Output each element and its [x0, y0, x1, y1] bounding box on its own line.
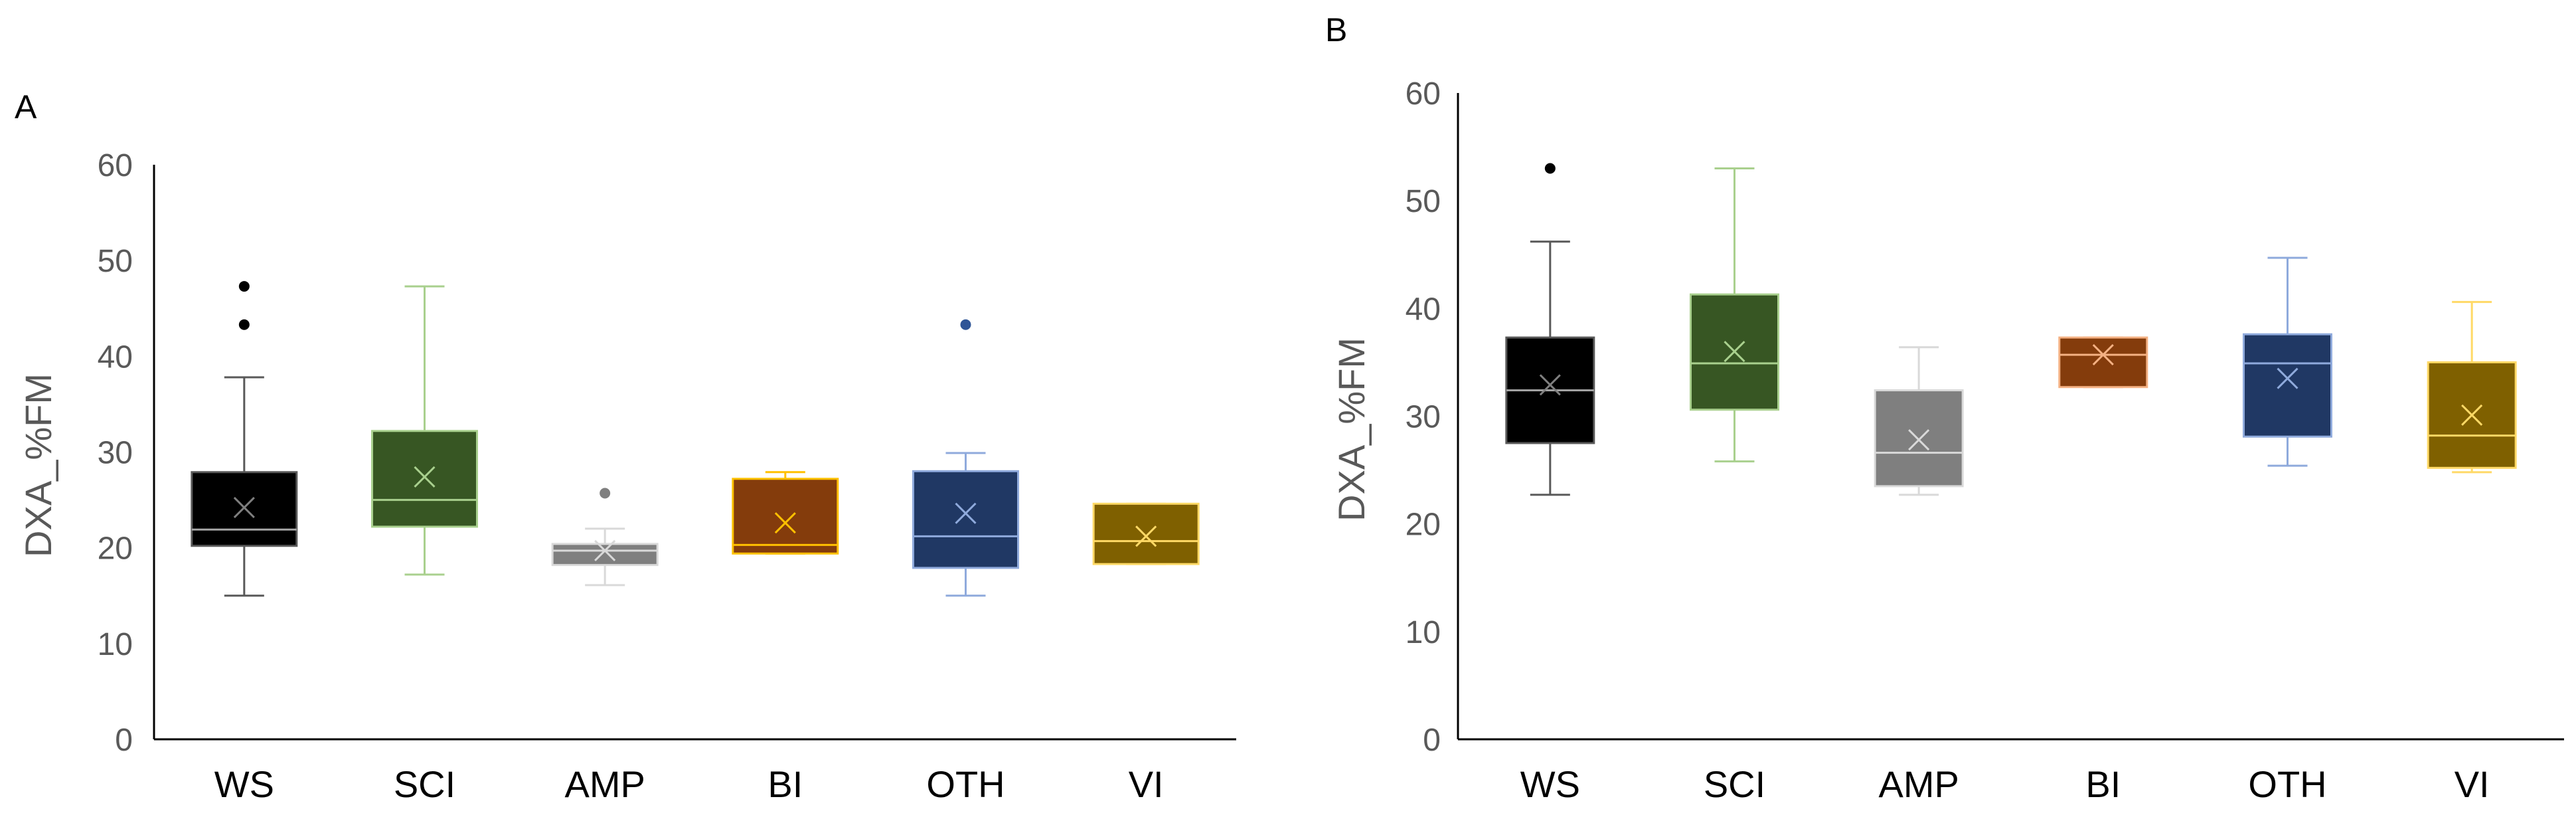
box-ws	[1505, 163, 1595, 496]
box-amp	[551, 488, 659, 587]
y-tick-label: 20	[98, 531, 133, 567]
x-tick-label: BI	[2085, 763, 2121, 805]
mean-marker	[2092, 344, 2114, 366]
box-iqr	[551, 543, 659, 567]
mean-marker	[1539, 374, 1561, 396]
y-tick-label: 50	[1406, 184, 1441, 219]
x-tick-label: VI	[1129, 763, 1164, 805]
x-tick-label: BI	[767, 763, 803, 805]
y-tick-label: 30	[1406, 400, 1441, 435]
box-oth	[912, 319, 1019, 597]
y-tick-label: 40	[98, 339, 133, 375]
x-tick-label: SCI	[394, 763, 455, 805]
y-tick-label: 20	[1406, 507, 1441, 543]
mean-marker	[414, 466, 436, 488]
y-tick-label: 60	[98, 148, 133, 183]
x-tick-label: VI	[2455, 763, 2490, 805]
box-iqr	[1874, 389, 1964, 488]
x-tick-label: AMP	[1878, 763, 1959, 805]
y-axis-title: DXA_%FM	[17, 373, 59, 557]
box-iqr	[732, 478, 839, 555]
y-tick-label: 30	[98, 436, 133, 471]
y-tick-label: 40	[1406, 292, 1441, 327]
chart-panel-a: A 0 10 20 30 40 50 60 DXA_%FM WS SCI AMP BI OTH VI	[15, 88, 1236, 805]
box-bi	[2058, 336, 2148, 389]
outlier-point	[1544, 163, 1556, 174]
panel-label: B	[1325, 11, 1347, 48]
mean-marker	[233, 497, 255, 519]
y-tick-label: 0	[1423, 723, 1441, 758]
y-tick-label: 10	[1406, 615, 1441, 650]
x-tick-label: OTH	[2248, 763, 2326, 805]
y-tick-label: 0	[115, 723, 133, 758]
box-amp	[1874, 346, 1964, 496]
box-iqr	[2243, 333, 2332, 438]
outlier-point	[238, 281, 250, 292]
mean-marker	[1908, 429, 1930, 451]
outlier-point	[238, 319, 250, 330]
box-vi	[2427, 301, 2517, 474]
mean-marker	[774, 512, 796, 534]
y-tick-label: 10	[98, 627, 133, 662]
mean-marker	[1135, 525, 1157, 547]
box-oth	[2243, 256, 2332, 467]
box-vi	[1092, 502, 1200, 565]
x-tick-label: WS	[214, 763, 274, 805]
box-iqr	[912, 470, 1019, 569]
x-tick-label: WS	[1520, 763, 1580, 805]
y-tick-label: 60	[1406, 76, 1441, 112]
box-sci	[371, 285, 478, 576]
chart-panel-b: B 0 10 20 30 40 50 60 DXA_%FM WS SCI AMP BI OTH VI	[1325, 11, 2564, 805]
mean-marker	[955, 502, 977, 524]
mean-marker	[594, 539, 616, 562]
mean-marker	[2461, 404, 2483, 426]
box-ws	[191, 281, 298, 597]
y-tick-label: 50	[98, 244, 133, 279]
outlier-point	[600, 488, 611, 499]
mean-marker	[1724, 341, 1745, 363]
panel-label: A	[15, 88, 37, 126]
x-tick-label: OTH	[926, 763, 1005, 805]
box-iqr	[2058, 336, 2148, 389]
box-sci	[1690, 167, 1779, 463]
x-tick-label: SCI	[1704, 763, 1765, 805]
mean-marker	[2277, 367, 2298, 389]
y-axis-title: DXA_%FM	[1330, 337, 1372, 521]
box-iqr	[191, 471, 298, 547]
box-iqr	[1092, 502, 1200, 565]
box-iqr	[371, 430, 478, 528]
outlier-point	[960, 319, 971, 330]
x-tick-label: AMP	[564, 763, 645, 805]
box-bi	[732, 471, 839, 555]
